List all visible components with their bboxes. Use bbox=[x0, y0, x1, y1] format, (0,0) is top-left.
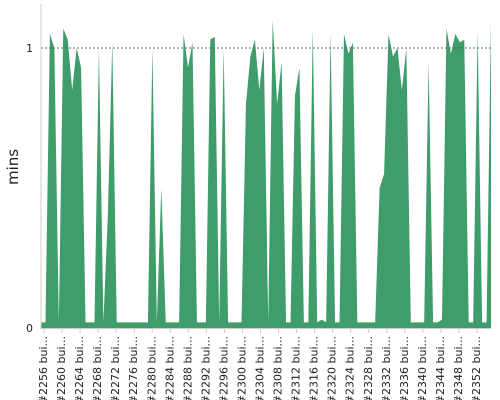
x-tick-label: #2328 bui... bbox=[362, 336, 375, 400]
duration-area bbox=[41, 20, 491, 328]
x-tick-label: #2352 bui... bbox=[470, 336, 483, 400]
x-tick-label: #2288 bui... bbox=[181, 336, 194, 400]
x-tick-label: #2272 bui... bbox=[109, 336, 122, 400]
x-tick-label: #2340 bui... bbox=[416, 336, 429, 400]
x-tick-label: #2344 bui... bbox=[434, 336, 447, 400]
y-tick-label: 1 bbox=[26, 42, 33, 55]
x-tick-label: #2300 bui... bbox=[235, 336, 248, 400]
x-tick-label: #2348 bui... bbox=[452, 336, 465, 400]
x-tick-label: #2336 bui... bbox=[398, 336, 411, 400]
x-tick-label: #2284 bui... bbox=[163, 336, 176, 400]
x-tick-label: #2264 bui... bbox=[73, 336, 86, 400]
x-tick-label: #2292 bui... bbox=[199, 336, 212, 400]
x-tick-label: #2304 bui... bbox=[254, 336, 267, 400]
y-tick-label: 0 bbox=[26, 322, 33, 335]
x-tick-label: #2280 bui... bbox=[145, 336, 158, 400]
y-axis-title: mins bbox=[4, 149, 22, 185]
x-tick-label: #2296 bui... bbox=[217, 336, 230, 400]
x-tick-label: #2316 bui... bbox=[308, 336, 321, 400]
x-tick-label: #2260 bui... bbox=[55, 336, 68, 400]
x-tick-label: #2320 bui... bbox=[326, 336, 339, 400]
x-tick-label: #2268 bui... bbox=[91, 336, 104, 400]
x-tick-label: #2256 bui... bbox=[37, 336, 50, 400]
x-tick-label: #2276 bui... bbox=[127, 336, 140, 400]
x-tick-label: #2324 bui... bbox=[344, 336, 357, 400]
x-tick-label: #2332 bui... bbox=[380, 336, 393, 400]
x-tick-label: #2312 bui... bbox=[290, 336, 303, 400]
x-tick-label: #2308 bui... bbox=[272, 336, 285, 400]
